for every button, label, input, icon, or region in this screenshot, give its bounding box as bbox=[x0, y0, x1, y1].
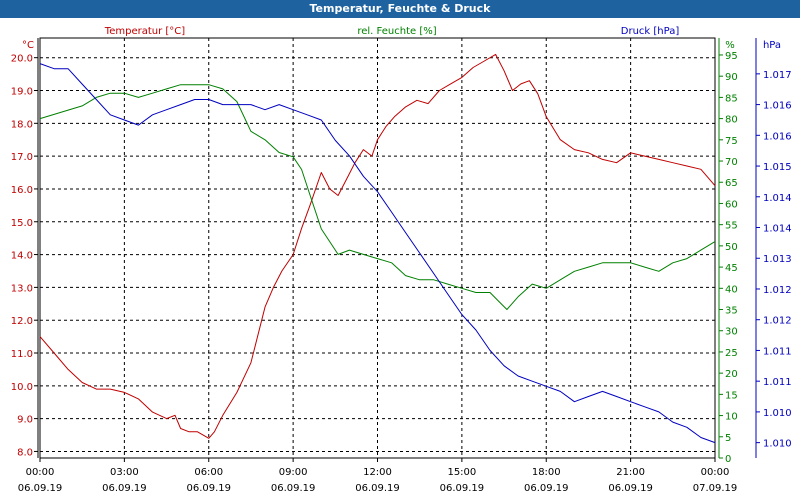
pressure-tick-label: 1.012 bbox=[763, 285, 792, 296]
temperature-tick-label: 9.0 bbox=[17, 415, 33, 426]
x-tick-label-date: 06.09.19 bbox=[355, 483, 400, 494]
temperature-tick-label: 18.0 bbox=[11, 119, 33, 130]
pressure-tick-label: 1.016 bbox=[763, 131, 792, 142]
chart-title: Temperatur, Feuchte & Druck bbox=[0, 0, 800, 18]
x-tick-label-time: 12:00 bbox=[363, 467, 392, 478]
x-tick-label-date: 07.09.19 bbox=[693, 483, 738, 494]
temperature-series-line bbox=[39, 53, 716, 439]
pressure-tick-label: 1.015 bbox=[763, 162, 792, 173]
pressure-tick-label: 1.012 bbox=[763, 316, 792, 327]
x-tick-label-date: 06.09.19 bbox=[440, 483, 485, 494]
pressure-tick-label: 1.013 bbox=[763, 254, 792, 265]
humidity-tick-label: 75 bbox=[725, 136, 738, 147]
humidity-series-line bbox=[39, 84, 716, 310]
temperature-unit: °C bbox=[22, 40, 34, 51]
humidity-tick-label: 90 bbox=[725, 72, 738, 83]
series-lines bbox=[39, 53, 716, 444]
temperature-tick-label: 12.0 bbox=[11, 316, 33, 327]
x-tick-label-time: 18:00 bbox=[532, 467, 561, 478]
humidity-tick-label: 50 bbox=[725, 242, 738, 253]
humidity-tick-label: 25 bbox=[725, 348, 738, 359]
x-tick-label-date: 06.09.19 bbox=[18, 483, 63, 494]
humidity-tick-label: 0 bbox=[725, 454, 731, 465]
temperature-tick-label: 11.0 bbox=[11, 349, 33, 360]
humidity-tick-label: 85 bbox=[725, 93, 738, 104]
temperature-tick-label: 15.0 bbox=[11, 218, 33, 229]
humidity-tick-label: 70 bbox=[725, 157, 738, 168]
x-tick-label-time: 00:00 bbox=[701, 467, 730, 478]
x-tick-label-time: 15:00 bbox=[447, 467, 476, 478]
legend-humidity: rel. Feuchte [%] bbox=[357, 26, 436, 37]
legend-pressure: Druck [hPa] bbox=[621, 26, 680, 37]
x-tick-label-date: 06.09.19 bbox=[608, 483, 653, 494]
temperature-tick-label: 17.0 bbox=[11, 152, 33, 163]
humidity-tick-label: 10 bbox=[725, 412, 738, 423]
x-tick-label-time: 00:00 bbox=[26, 467, 55, 478]
humidity-tick-label: 20 bbox=[725, 369, 738, 380]
x-tick-label-date: 06.09.19 bbox=[102, 483, 147, 494]
x-tick-label-date: 06.09.19 bbox=[271, 483, 316, 494]
x-tick-label-date: 06.09.19 bbox=[186, 483, 231, 494]
humidity-tick-label: 15 bbox=[725, 390, 738, 401]
humidity-tick-label: 80 bbox=[725, 115, 738, 126]
temperature-tick-label: 8.0 bbox=[17, 447, 33, 458]
humidity-tick-label: 35 bbox=[725, 306, 738, 317]
temperature-tick-label: 10.0 bbox=[11, 382, 33, 393]
grid bbox=[40, 38, 715, 458]
temperature-tick-label: 20.0 bbox=[11, 54, 33, 65]
temperature-tick-label: 16.0 bbox=[11, 185, 33, 196]
humidity-tick-label: 55 bbox=[725, 221, 738, 232]
pressure-tick-label: 1.010 bbox=[763, 408, 792, 419]
x-tick-label-time: 06:00 bbox=[194, 467, 223, 478]
humidity-tick-label: 40 bbox=[725, 284, 738, 295]
temperature-tick-label: 13.0 bbox=[11, 283, 33, 294]
humidity-tick-label: 30 bbox=[725, 327, 738, 338]
pressure-tick-label: 1.016 bbox=[763, 101, 792, 112]
temperature-tick-label: 14.0 bbox=[11, 251, 33, 262]
pressure-tick-label: 1.010 bbox=[763, 439, 792, 450]
humidity-tick-label: 45 bbox=[725, 263, 738, 274]
humidity-tick-label: 95 bbox=[725, 51, 738, 62]
pressure-tick-label: 1.017 bbox=[763, 70, 792, 81]
pressure-tick-label: 1.014 bbox=[763, 193, 792, 204]
legend-temperature: Temperatur [°C] bbox=[104, 26, 185, 37]
humidity-tick-label: 60 bbox=[725, 199, 738, 210]
axis-ticks: 00:00 06.09.19 03:00 06.09.19 06:00 06.09.19 0… bbox=[11, 51, 792, 494]
x-tick-label-time: 09:00 bbox=[279, 467, 308, 478]
pressure-tick-label: 1.011 bbox=[763, 377, 792, 388]
pressure-series-line bbox=[39, 63, 716, 444]
pressure-unit: hPa bbox=[763, 40, 781, 51]
humidity-unit: % bbox=[725, 40, 735, 51]
x-tick-label-time: 03:00 bbox=[110, 467, 139, 478]
humidity-tick-label: 65 bbox=[725, 178, 738, 189]
humidity-tick-label: 5 bbox=[725, 433, 731, 444]
x-tick-label-time: 21:00 bbox=[616, 467, 645, 478]
temperature-tick-label: 19.0 bbox=[11, 87, 33, 98]
pressure-tick-label: 1.011 bbox=[763, 346, 792, 357]
pressure-tick-label: 1.014 bbox=[763, 224, 792, 235]
x-tick-label-date: 06.09.19 bbox=[524, 483, 569, 494]
